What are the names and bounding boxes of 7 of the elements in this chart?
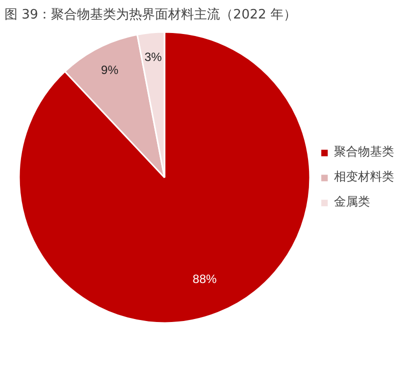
legend-label: 聚合物基类 <box>334 144 394 160</box>
chart-title: 图 39：聚合物基类为热界面材料主流（2022 年） <box>4 6 296 22</box>
legend-label: 金属类 <box>334 194 370 210</box>
data-label: 3% <box>144 50 162 64</box>
legend-label: 相变材料类 <box>334 168 394 186</box>
data-label: 88% <box>192 272 217 286</box>
data-label: 9% <box>101 62 119 77</box>
